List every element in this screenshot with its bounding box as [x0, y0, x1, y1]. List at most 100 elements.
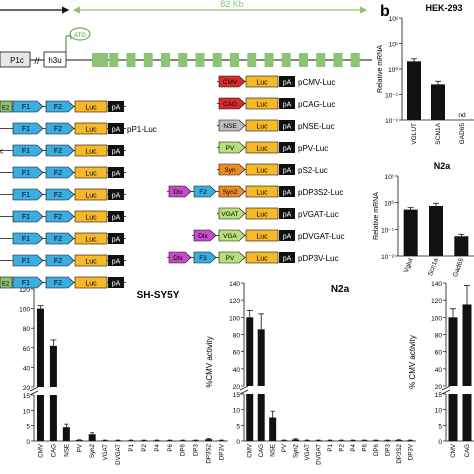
- bar: [269, 417, 277, 441]
- y-tick-label: 15: [435, 392, 443, 399]
- construct-name: pDP3V-Luc: [298, 254, 338, 263]
- exon: [350, 53, 360, 67]
- exon: [143, 53, 153, 67]
- x-tick-label: DP3V: [407, 443, 414, 460]
- pa-label: pA: [112, 127, 121, 134]
- f1-box: [12, 210, 44, 223]
- y-tick-label: 100: [19, 307, 30, 314]
- pa-box: [279, 186, 295, 197]
- pa-label: pA: [112, 149, 121, 156]
- y-tick-label: 5: [438, 423, 442, 430]
- x-tick-label: P1: [128, 443, 135, 451]
- bar: [101, 440, 109, 441]
- bar: [407, 61, 421, 120]
- enhancer-box-label: Dlx: [198, 233, 208, 240]
- scale-label: 82 Kb: [220, 0, 244, 9]
- promoter-box: [218, 97, 246, 110]
- f1-box: [12, 276, 44, 289]
- f1-box: [12, 100, 44, 113]
- x-tick-label: DP3: [193, 443, 200, 456]
- bar: [166, 440, 174, 441]
- pa-box: [279, 98, 295, 109]
- construct-name: pCAG-Luc: [298, 100, 335, 109]
- luc-label: Luc: [256, 80, 268, 87]
- promoter-box-label: CMV: [223, 79, 238, 86]
- f1-box: [12, 232, 44, 245]
- y-tick-label: 10⁻²: [385, 118, 399, 125]
- bar-lower: [257, 394, 265, 441]
- y-tick-label: 10: [435, 408, 443, 415]
- luc-box: [74, 166, 108, 179]
- bar-upper: [49, 345, 57, 387]
- construct-tail: c: [0, 149, 4, 156]
- bar: [140, 440, 148, 441]
- enhancer-box-label: Dlx: [173, 255, 183, 262]
- f1-box: [12, 254, 44, 267]
- h3u-box: [43, 51, 67, 68]
- pa-box: [108, 211, 124, 222]
- pa-label: pA: [112, 193, 121, 200]
- pa-box: [279, 208, 295, 219]
- bar-upper: [462, 304, 472, 386]
- axis-break-mark: [441, 385, 451, 391]
- x-tick-label: P6: [361, 443, 368, 451]
- luc-box: [74, 144, 108, 157]
- bar: [383, 440, 391, 441]
- x-tick-label: DP3V: [219, 443, 226, 460]
- y-axis-label: %CMV activity: [205, 336, 214, 388]
- y-tick-label: 120: [229, 298, 240, 305]
- luc-box: [74, 188, 108, 201]
- promoter-box-label: Syn: [224, 167, 236, 174]
- f2-box: [45, 210, 75, 223]
- luc-box: [245, 97, 279, 110]
- x-tick-label: P6: [167, 443, 174, 451]
- bar: [205, 439, 213, 441]
- f2-box-label: F2: [54, 236, 62, 243]
- pa-label: pA: [112, 237, 121, 244]
- pa-box: [108, 277, 124, 288]
- atg-oval: [69, 27, 91, 41]
- luc-box: [245, 75, 279, 88]
- enhancer-box: [193, 185, 217, 198]
- y-tick-label: 40: [233, 367, 241, 374]
- pa-box: [108, 167, 124, 178]
- bar-upper: [257, 329, 265, 386]
- f2-box: [45, 232, 75, 245]
- pa-label: pA: [112, 215, 121, 222]
- exon: [161, 53, 170, 67]
- luc-box: [74, 210, 108, 223]
- x-tick-label: CAG: [464, 444, 471, 458]
- enhancer-box-label: F3: [199, 255, 207, 262]
- luc-box: [74, 100, 108, 113]
- promoter-box-label: VGA: [223, 233, 237, 240]
- luc-label: Luc: [85, 149, 97, 156]
- x-tick-label: P4: [154, 443, 161, 451]
- luc-label: Luc: [85, 259, 97, 266]
- left-construct-list: E2 F1 F2 Luc pA F1 F2 Luc pA pP1-Luc c F1 F2 Luc pA F1 F…: [0, 100, 157, 289]
- luc-box: [245, 141, 279, 154]
- x-tick-label: DP6: [373, 443, 380, 456]
- y-tick-label: 80: [435, 333, 443, 340]
- bar-upper: [246, 317, 254, 386]
- y-tick-label: 120: [19, 287, 30, 294]
- x-tick-label: P4: [350, 443, 357, 451]
- luc-label: Luc: [85, 237, 97, 244]
- promoter-box: [218, 141, 246, 154]
- x-tick-label: DP3S2: [206, 443, 213, 463]
- y-axis-label: % CMV activity: [408, 335, 417, 389]
- luc-box: [74, 254, 108, 267]
- chart-hek293: HEK-293 10² 10¹ 10⁰ 10⁻¹ 10⁻² Relative mRNA VGL…: [377, 3, 474, 145]
- promoter-box-label: PV: [226, 255, 235, 262]
- enhancer-box-label: Dlx: [173, 189, 183, 196]
- pa-box: [279, 142, 295, 153]
- y-tick-label: 15: [23, 393, 31, 400]
- exon: [212, 53, 222, 67]
- f2-box: [45, 122, 75, 135]
- luc-label: Luc: [85, 193, 97, 200]
- y-tick-label: 100: [431, 315, 442, 322]
- y-tick-label: 60: [233, 350, 241, 357]
- construct-name: pCMV-Luc: [298, 78, 335, 87]
- x-tick-label: DVGAT: [316, 444, 323, 465]
- exon-track: [92, 53, 360, 67]
- pa-label: pA: [112, 171, 121, 178]
